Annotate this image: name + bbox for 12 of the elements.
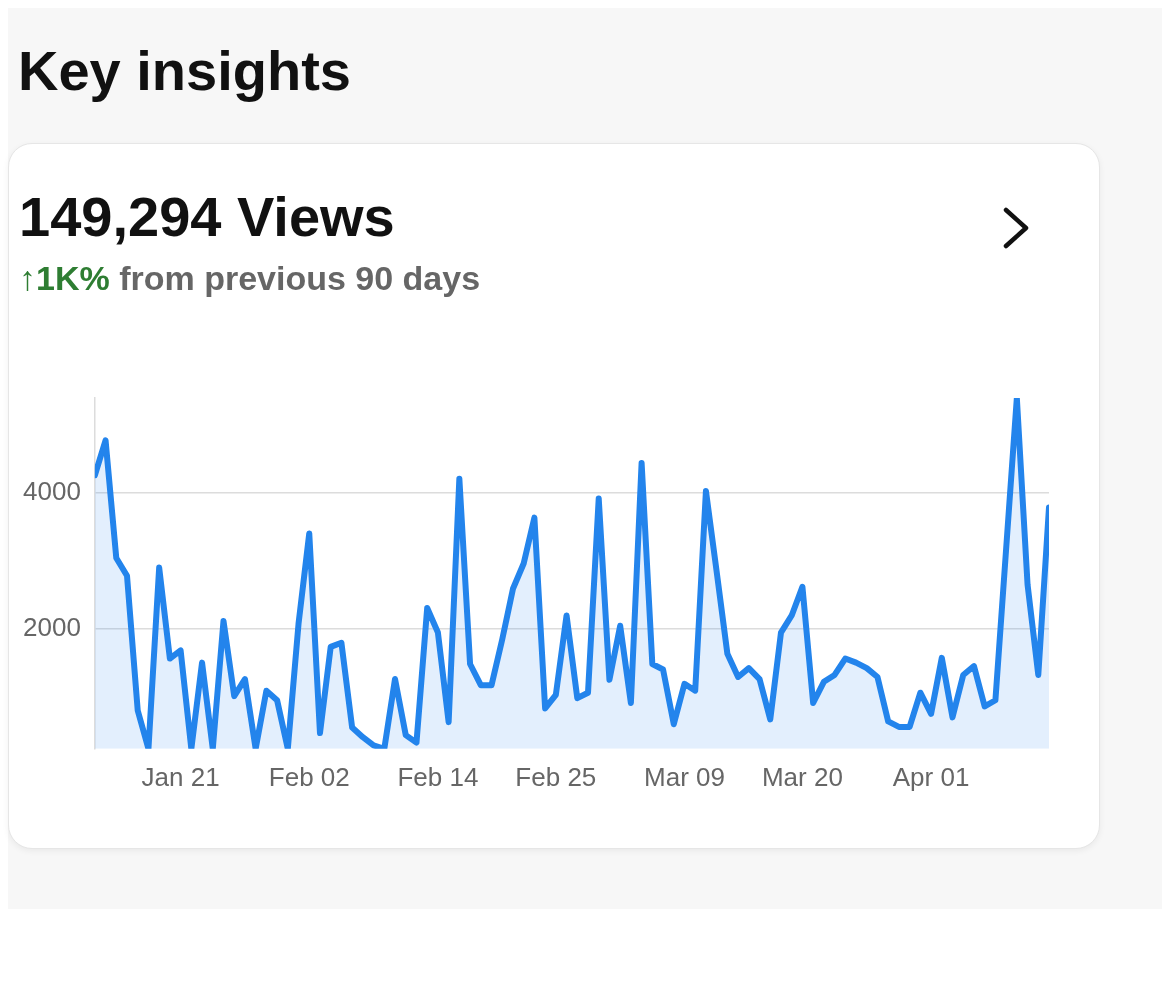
x-tick-label: Feb 14 bbox=[397, 761, 479, 792]
x-tick-label: Apr 01 bbox=[892, 761, 970, 792]
x-tick-label: Jan 21 bbox=[141, 761, 220, 792]
x-tick-label: Feb 02 bbox=[268, 761, 350, 792]
chart-subtitle: ↑1K% from previous 90 days bbox=[19, 259, 481, 297]
x-tick-label: Mar 09 bbox=[644, 761, 725, 792]
y-tick-label: 4000 bbox=[23, 475, 81, 506]
chart-title: 149,294 Views bbox=[19, 184, 396, 249]
y-tick-label: 2000 bbox=[23, 612, 81, 643]
text: Key insights bbox=[18, 38, 352, 103]
x-tick-label: Mar 20 bbox=[761, 761, 843, 792]
x-tick-label: Feb 25 bbox=[515, 761, 597, 792]
